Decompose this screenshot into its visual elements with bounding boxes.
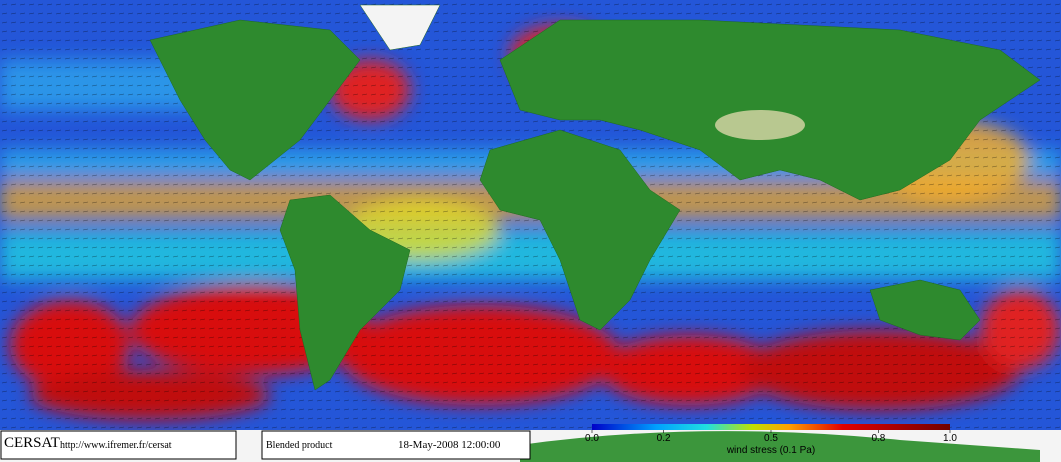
product: Blended product <box>266 440 333 451</box>
colorbar-label: wind stress (0.1 Pa) <box>726 445 815 456</box>
colorbar-tick-label: 0.8 <box>871 433 885 444</box>
url: http://www.ifremer.fr/cersat <box>60 440 172 451</box>
logo: CERSAT <box>4 435 60 451</box>
colorbar-tick-label: 1.0 <box>943 433 957 444</box>
date: 18-May-2008 12:00:00 <box>398 439 501 451</box>
footer: CERSAT http://www.ifremer.fr/cersat Blen… <box>0 424 950 460</box>
colorbar <box>592 424 950 430</box>
colorbar-tick-label: 0.5 <box>764 433 778 444</box>
colorbar-tick-label: 0.2 <box>657 433 671 444</box>
colorbar-tick-label: 0.0 <box>585 433 599 444</box>
product-box <box>261 430 531 460</box>
logo-box <box>0 430 237 460</box>
